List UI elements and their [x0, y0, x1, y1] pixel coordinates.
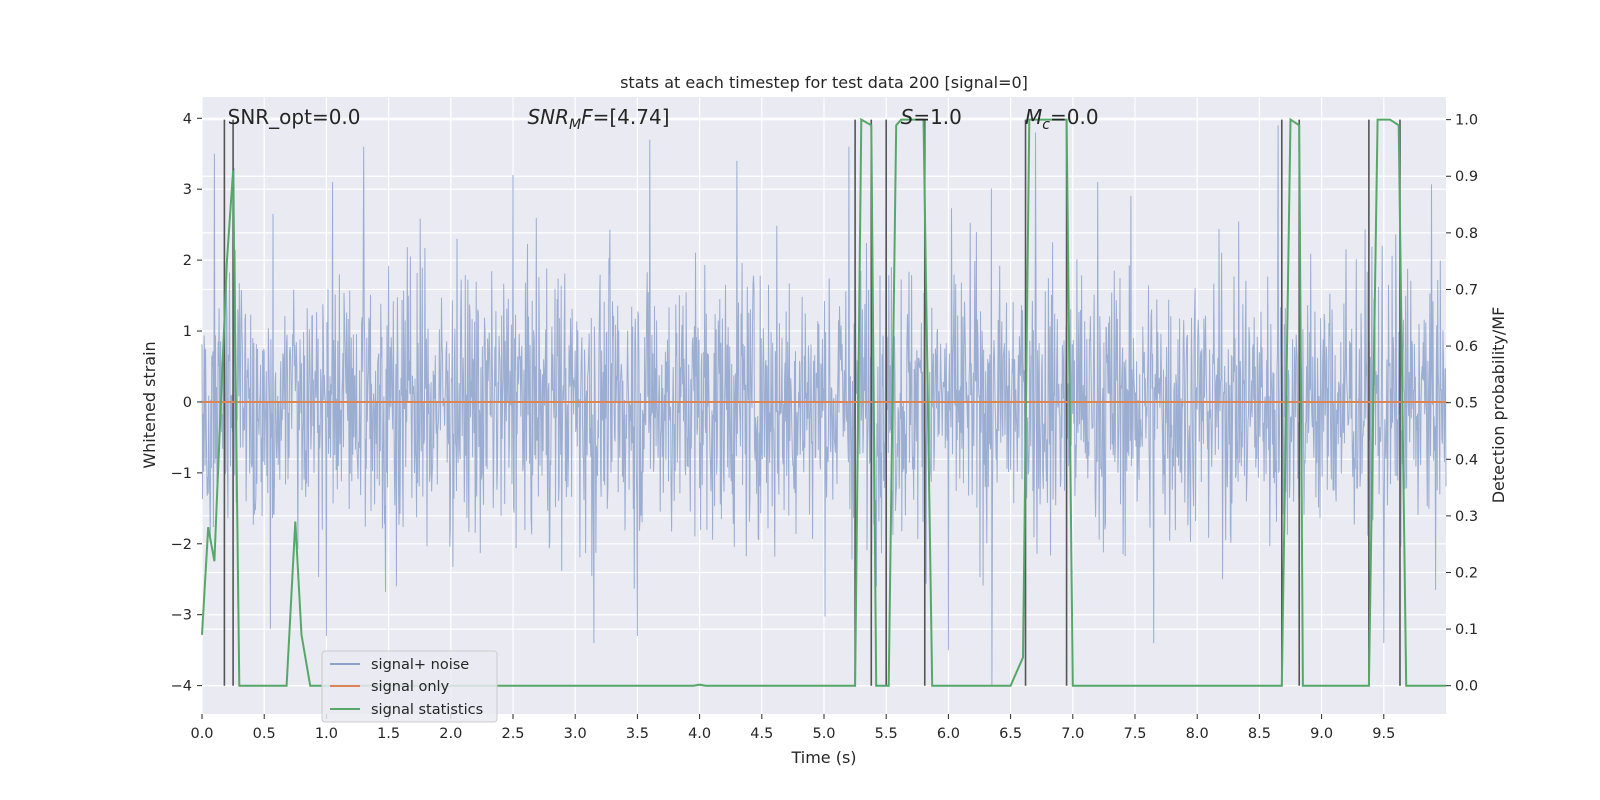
legend-box — [321, 650, 498, 723]
y-right-tick-label-4: 0.4 — [1455, 452, 1478, 468]
y-tick-label-2: −2 — [171, 537, 192, 553]
x-tick-label-18: 9.0 — [1310, 726, 1333, 742]
annotations: SNR_opt=0.0 SNRMF=[4.74] S=1.0 Mc=0.0 — [228, 105, 1099, 133]
y-right-tick-label-5: 0.5 — [1455, 396, 1478, 412]
x-tick-label-19: 9.5 — [1372, 726, 1395, 742]
x-tick-label-12: 6.0 — [937, 726, 960, 742]
annotation-3: Mc=0.0 — [1025, 105, 1099, 133]
x-axis-ticks: 0.0 0.5 1.0 1.5 2.0 2.5 3.0 3.5 4.0 4.5 5.0 5.5 6.0 6… — [190, 714, 1395, 742]
x-tick-label-3: 1.5 — [377, 726, 400, 742]
y-right-tick-label-10: 1.0 — [1455, 113, 1478, 129]
y-right-tick-label-9: 0.9 — [1455, 169, 1478, 185]
annotation-2: S=1.0 — [901, 105, 962, 129]
y-right-tick-label-1: 0.1 — [1455, 622, 1478, 638]
x-tick-label-5: 2.5 — [501, 726, 524, 742]
x-tick-label-9: 4.5 — [750, 726, 773, 742]
y-tick-label-3: −1 — [171, 466, 192, 482]
y-tick-label-1: −3 — [171, 608, 192, 624]
y-right-tick-label-3: 0.3 — [1455, 509, 1478, 525]
x-tick-label-11: 5.5 — [875, 726, 898, 742]
x-tick-label-16: 8.0 — [1186, 726, 1209, 742]
y-right-tick-label-8: 0.8 — [1455, 226, 1478, 242]
x-tick-label-14: 7.0 — [1061, 726, 1084, 742]
x-tick-label-13: 6.5 — [999, 726, 1022, 742]
x-tick-label-1: 0.5 — [253, 726, 276, 742]
x-tick-label-4: 2.0 — [439, 726, 462, 742]
x-tick-label-10: 5.0 — [812, 726, 835, 742]
legend-label-signal-only: signal only — [371, 679, 450, 695]
y-axis-ticks: −4 −3 −2 −1 0 1 2 3 4 — [171, 111, 202, 695]
x-tick-label-7: 3.5 — [626, 726, 649, 742]
y-right-axis-ticks: 0.0 0.1 0.2 0.3 0.4 0.5 0.6 0.7 0.8 0.9 1.0 — [1446, 113, 1478, 695]
signal-statistics-line — [201, 117, 1446, 687]
y-tick-label-0: −4 — [171, 679, 192, 695]
y-right-tick-label-2: 0.2 — [1455, 565, 1478, 581]
y-axis-label: Whitened strain — [140, 341, 159, 468]
x-tick-label-2: 1.0 — [315, 726, 338, 742]
y-right-tick-label-0: 0.0 — [1455, 679, 1478, 695]
y-tick-label-5: 1 — [183, 324, 192, 340]
y-tick-label-7: 3 — [183, 182, 192, 198]
y-right-tick-label-7: 0.7 — [1455, 282, 1478, 298]
legend: signal+ noise signal only signal statist… — [321, 650, 498, 723]
y-right-tick-label-6: 0.6 — [1455, 339, 1478, 355]
legend-label-signal-statistics: signal statistics — [371, 702, 483, 718]
y-tick-label-6: 2 — [183, 253, 192, 269]
y-tick-label-8: 4 — [183, 111, 192, 127]
chart-title: stats at each timestep for test data 200… — [620, 73, 1028, 92]
annotation-1: SNRMF=[4.74] — [527, 105, 669, 133]
y-tick-label-4: 0 — [183, 395, 192, 411]
x-axis-label: Time (s) — [790, 748, 856, 767]
x-tick-label-17: 8.5 — [1248, 726, 1271, 742]
legend-label-signal-noise: signal+ noise — [371, 657, 469, 673]
x-tick-label-0: 0.0 — [190, 726, 213, 742]
x-tick-label-6: 3.0 — [564, 726, 587, 742]
x-tick-label-8: 4.0 — [688, 726, 711, 742]
y-right-axis-label: Detection probability/MF — [1489, 307, 1508, 504]
x-tick-label-15: 7.5 — [1123, 726, 1146, 742]
annotation-0: SNR_opt=0.0 — [228, 105, 361, 129]
